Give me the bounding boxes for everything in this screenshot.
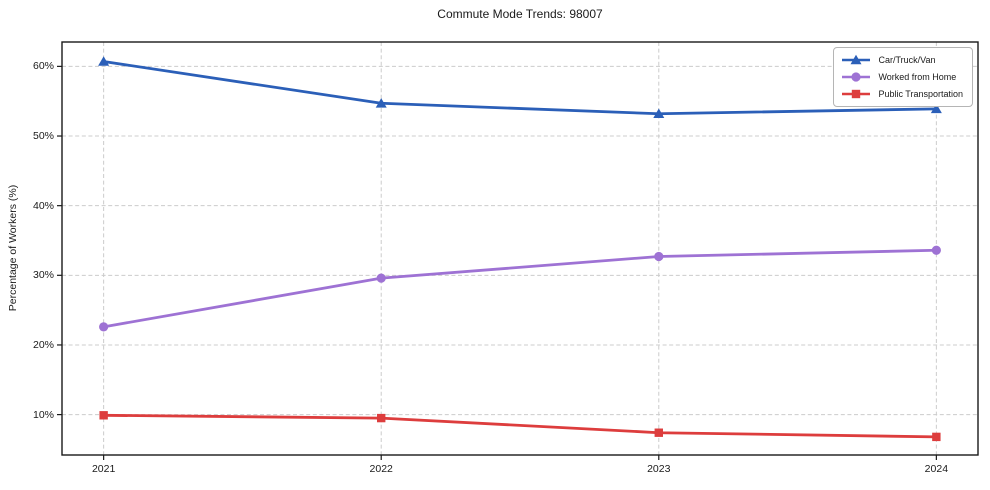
y-tick-label: 60% xyxy=(32,60,54,73)
y-tick-label: 20% xyxy=(32,338,54,351)
legend-label: Car/Truck/Van xyxy=(878,55,936,65)
legend-item-car-truck-van: Car/Truck/Van xyxy=(841,54,963,66)
legend-label: Public Transportation xyxy=(878,89,963,99)
y-tick-label: 40% xyxy=(32,199,54,212)
circle-line-icon xyxy=(842,72,871,82)
x-tick-label: 2024 xyxy=(924,463,949,475)
y-tick-label: 30% xyxy=(32,269,54,282)
legend-item-public-transportation: Public Transportation xyxy=(841,88,963,100)
triangle-line-icon xyxy=(842,54,871,65)
plot-area xyxy=(57,41,979,460)
legend: Car/Truck/Van Worked from Home Public Tr… xyxy=(833,47,973,107)
legend-item-worked-from-home: Worked from Home xyxy=(841,71,963,83)
chart-title: Commute Mode Trends: 98007 xyxy=(437,7,603,21)
legend-label: Worked from Home xyxy=(878,72,957,82)
x-tick-label: 2021 xyxy=(91,463,116,475)
y-tick-label: 50% xyxy=(32,130,54,143)
square-line-icon xyxy=(842,89,871,99)
y-tick-label: 10% xyxy=(32,408,54,421)
x-tick-label: 2023 xyxy=(647,463,671,475)
x-tick-label: 2022 xyxy=(369,463,393,475)
